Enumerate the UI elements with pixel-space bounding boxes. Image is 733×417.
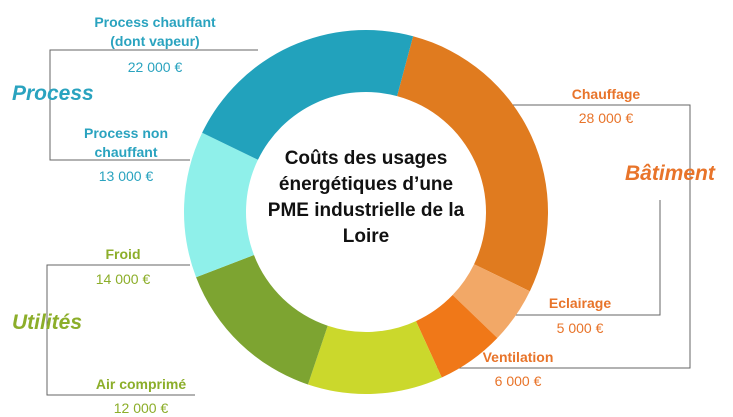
segment-label: Process chauffant (dont vapeur) <box>94 14 216 49</box>
eclairage-connector <box>480 200 661 316</box>
group-label: Utilités <box>12 311 83 334</box>
utilites-bracket <box>46 264 195 396</box>
segment-label: Process non chauffant <box>83 125 169 160</box>
donut-segment <box>452 264 530 338</box>
segment-label: Eclairage <box>548 295 612 311</box>
brackets <box>46 49 691 396</box>
value-label: 5 000 € <box>556 320 604 336</box>
donut-segment <box>196 255 328 385</box>
donut-segment <box>184 132 258 278</box>
value-label: 6 000 € <box>494 373 542 389</box>
value-label: 12 000 € <box>113 400 169 416</box>
value-label: 13 000 € <box>98 168 154 184</box>
donut-segment <box>415 295 498 378</box>
process-bracket <box>49 49 258 161</box>
value-label: 14 000 € <box>95 271 151 287</box>
value-label: 22 000 € <box>127 59 183 75</box>
group-label: Bâtiment <box>625 162 715 185</box>
segment-label: Ventilation <box>482 349 554 365</box>
batiment-bracket <box>420 104 691 369</box>
value-label: 28 000 € <box>578 110 634 126</box>
donut-segment <box>202 30 414 160</box>
segment-label: Chauffage <box>571 86 641 102</box>
group-label: Process <box>12 82 94 105</box>
segment-label: Froid <box>105 246 141 262</box>
segment-label: Air comprimé <box>95 376 187 392</box>
donut-segment <box>307 321 442 394</box>
chart-title: Coûts des usages énergétiques d’une PME … <box>267 148 465 247</box>
donut-segment <box>397 36 548 292</box>
